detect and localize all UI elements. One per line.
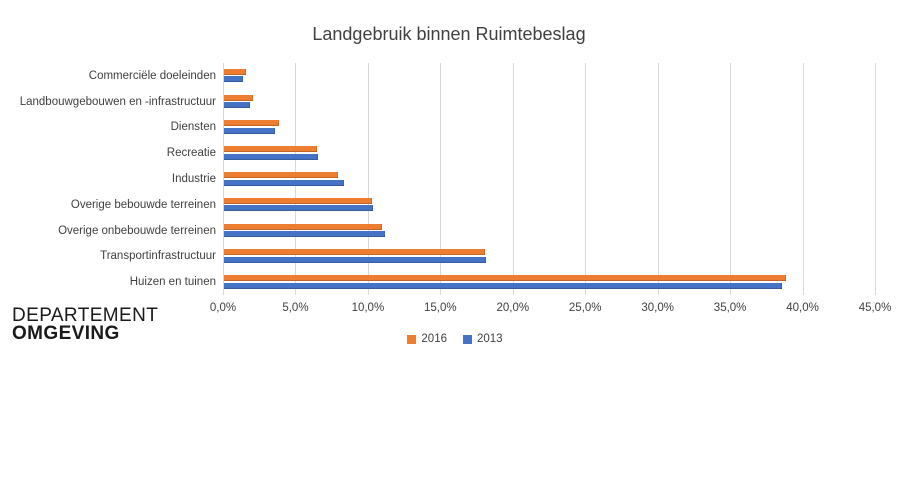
category-label: Transportinfrastructuur [100,250,216,263]
bar-2016 [224,223,382,230]
bar-2013 [224,153,319,160]
gridline [367,63,369,295]
logo-line2: OMGEVING [12,323,120,344]
bar-2013 [224,76,243,83]
gridline [440,63,442,295]
x-tick-label: 15,0% [424,302,457,314]
bar-2013 [224,256,487,263]
legend-label: 2013 [477,333,503,345]
x-tick-label: 40,0% [786,302,819,314]
gridline [295,63,297,295]
category-label: Overige onbebouwde terreinen [58,224,216,237]
bar-2013 [224,205,374,212]
legend: 2016 2013 [0,333,898,345]
bar-2013 [224,102,251,109]
bar-2016 [224,146,317,153]
bar-2016 [224,275,787,282]
category-label: Huizen en tuinen [129,276,216,289]
x-tick-label: 35,0% [713,302,747,314]
bar-2016 [224,120,280,127]
gridline [730,63,732,295]
legend-swatch-2013 [463,334,472,344]
category-label: Landbouwgebouwen en -infrastructuur [19,95,216,108]
category-label: Overige bebouwde terreinen [70,198,216,211]
legend-item-2016: 2016 [407,333,447,345]
category-label: Diensten [170,121,216,134]
legend-item-2013: 2013 [463,333,503,345]
legend-label: 2016 [421,333,447,345]
gridline [585,63,587,295]
category-label: Recreatie [166,147,216,160]
category-label: Industrie [171,173,216,185]
x-tick-label: 10,0% [351,302,385,314]
y-axis-line [223,63,224,295]
x-tick-label: 45,0% [858,302,892,314]
gridline [512,63,514,295]
logo-line1: DEPARTEMENT [12,305,159,326]
bar-2016 [224,172,339,178]
x-tick-label: 0,0% [209,302,237,314]
departement-omgeving-logo: DEPARTEMENT OMGEVING [12,305,159,344]
bar-2013 [224,179,345,186]
bar-2016 [224,249,485,256]
bar-2016 [224,197,372,204]
gridline [802,63,804,295]
gridline [875,63,876,295]
bar-2016 [224,94,253,101]
chart-title: Landgebruik binnen Ruimtebeslag [312,24,586,44]
bar-2013 [224,127,275,134]
x-tick-label: 25,0% [568,302,602,314]
legend-swatch-2016 [407,334,417,344]
x-tick-label: 30,0% [641,302,674,314]
bar-2013 [224,231,385,238]
x-tick-label: 5,0% [282,302,309,314]
gridline [657,63,659,295]
category-label: Commerciële doeleinden [88,69,216,82]
bar-2016 [224,68,246,75]
plot-area [223,63,876,295]
x-tick-label: 20,0% [496,302,530,314]
bar-2013 [224,282,782,289]
